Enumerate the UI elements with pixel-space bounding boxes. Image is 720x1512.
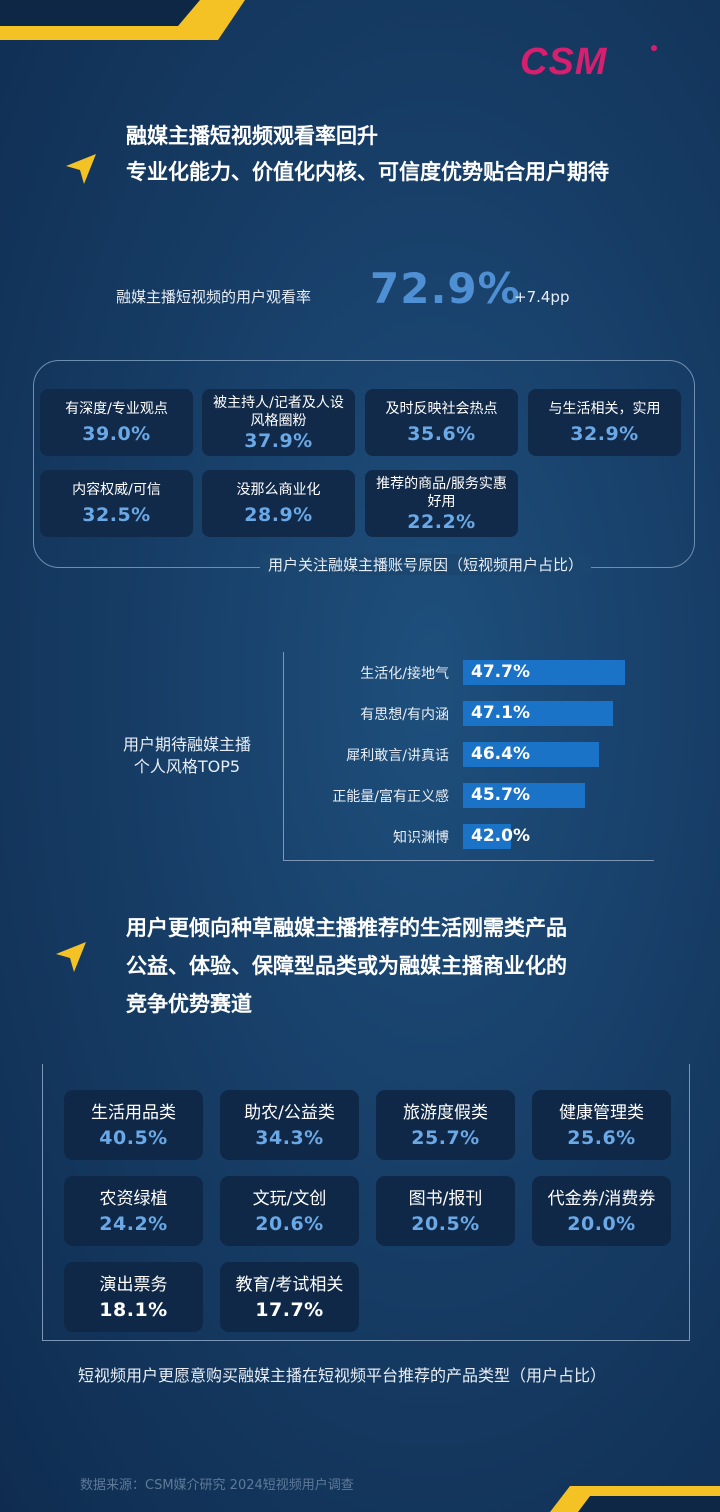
section1-heading: 融媒主播短视频观看率回升 专业化能力、价值化内核、可信度优势贴合用户期待 — [126, 120, 609, 188]
bar-category-label: 知识渊博 — [393, 830, 449, 846]
product-type-label: 演出票务 — [99, 1275, 168, 1295]
follow-reason-tile: 没那么商业化 28.9% — [202, 470, 355, 537]
follow-reason-tile: 推荐的商品/服务实惠好用 22.2% — [365, 470, 518, 537]
follow-reason-label: 被主持人/记者及人设风格圈粉 — [213, 395, 344, 429]
follow-reason-value: 37.9% — [244, 430, 313, 452]
viewing-rate-label: 融媒主播短视频的用户观看率 — [116, 288, 312, 306]
follow-reason-label: 没那么商业化 — [236, 482, 321, 498]
product-type-tile: 助农/公益类 34.3% — [220, 1090, 359, 1160]
product-type-tile: 健康管理类 25.6% — [532, 1090, 671, 1160]
product-type-tile: 农资绿植 24.2% — [64, 1176, 203, 1246]
bar-value-label: 42.0% — [471, 826, 530, 846]
follow-reason-label: 及时反映社会热点 — [385, 401, 498, 417]
bar-category-label: 有思想/有内涵 — [360, 707, 449, 723]
viewing-rate-value: 72.9% — [370, 264, 521, 313]
product-type-value: 20.6% — [255, 1213, 324, 1235]
data-source-note: 数据来源：CSM媒介研究 2024短视频用户调查 — [80, 1478, 354, 1493]
top-corner-stripes — [0, 0, 245, 40]
section1-heading-line1: 融媒主播短视频观看率回升 — [126, 124, 378, 148]
follow-reason-tile: 有深度/专业观点 39.0% — [40, 389, 193, 456]
section2-heading-line2: 公益、体验、保障型品类或为融媒主播商业化的 — [126, 954, 567, 978]
bar-value-label: 47.1% — [471, 703, 530, 723]
bar-category-label: 犀利敢言/讲真话 — [346, 748, 449, 764]
follow-reason-label: 推荐的商品/服务实惠好用 — [376, 476, 507, 510]
follow-reason-value: 28.9% — [244, 504, 313, 526]
product-type-label: 健康管理类 — [559, 1103, 644, 1123]
product-type-value: 25.6% — [567, 1127, 636, 1149]
product-types-caption: 短视频用户更愿意购买融媒主播在短视频平台推荐的产品类型（用户占比） — [78, 1366, 607, 1385]
follow-reason-tile: 及时反映社会热点 35.6% — [365, 389, 518, 456]
follow-reason-label: 与生活相关，实用 — [548, 401, 661, 417]
bar — [463, 660, 625, 685]
style-top5-label-line1: 用户期待融媒主播 — [122, 735, 251, 754]
product-type-value: 34.3% — [255, 1127, 324, 1149]
arrow-pointer-icon — [56, 942, 86, 972]
product-type-label: 旅游度假类 — [403, 1103, 488, 1123]
follow-reason-value: 22.2% — [407, 511, 476, 533]
follow-reason-value: 32.5% — [82, 504, 151, 526]
follow-reason-value: 32.9% — [570, 423, 639, 445]
style-top5-label-line2: 个人风格TOP5 — [133, 757, 241, 776]
follow-reason-label: 内容权威/可信 — [72, 482, 161, 498]
product-type-label: 生活用品类 — [91, 1103, 176, 1123]
csm-logo-text: CSM — [520, 41, 608, 83]
viewing-rate-delta: +7.4pp — [514, 288, 570, 306]
bar — [463, 824, 511, 849]
bar-value-label: 46.4% — [471, 744, 530, 764]
section2-heading: 用户更倾向种草融媒主播推荐的生活刚需类产品 公益、体验、保障型品类或为融媒主播商… — [126, 912, 567, 1020]
product-type-tile: 演出票务 18.1% — [64, 1262, 203, 1332]
bar-category-label: 生活化/接地气 — [360, 666, 449, 682]
bottom-corner-stripes — [550, 1486, 720, 1512]
bar-value-label: 47.7% — [471, 662, 530, 682]
section1-heading-line2: 专业化能力、价值化内核、可信度优势贴合用户期待 — [126, 160, 609, 184]
product-type-value: 20.0% — [567, 1213, 636, 1235]
bar — [463, 742, 599, 767]
follow-reason-tile: 内容权威/可信 32.5% — [40, 470, 193, 537]
style-top5-label: 用户期待融媒主播 个人风格TOP5 — [92, 734, 282, 778]
bar-value-label: 45.7% — [471, 785, 530, 805]
product-type-label: 教育/考试相关 — [235, 1275, 344, 1295]
product-type-label: 图书/报刊 — [408, 1189, 483, 1209]
product-type-value: 20.5% — [411, 1213, 480, 1235]
product-type-value: 17.7% — [255, 1299, 324, 1321]
section2-heading-line1: 用户更倾向种草融媒主播推荐的生活刚需类产品 — [126, 916, 567, 940]
product-type-tile: 图书/报刊 20.5% — [376, 1176, 515, 1246]
product-type-label: 助农/公益类 — [244, 1103, 335, 1123]
product-type-tile: 生活用品类 40.5% — [64, 1090, 203, 1160]
bar-category-label: 正能量/富有正义感 — [332, 789, 449, 805]
product-type-label: 代金券/消费券 — [547, 1189, 656, 1209]
follow-reasons-caption: 用户关注融媒主播账号原因（短视频用户占比） — [260, 554, 592, 575]
section2-heading-line3: 竞争优势赛道 — [126, 992, 252, 1016]
product-type-value: 18.1% — [99, 1299, 168, 1321]
style-bar-chart-frame — [283, 652, 654, 861]
bar — [463, 701, 613, 726]
follow-reason-tile: 与生活相关，实用 32.9% — [528, 389, 681, 456]
product-type-tile: 文玩/文创 20.6% — [220, 1176, 359, 1246]
csm-logo: CSM — [520, 40, 660, 84]
follow-reason-tile: 被主持人/记者及人设风格圈粉 37.9% — [202, 389, 355, 456]
product-type-tile: 教育/考试相关 17.7% — [220, 1262, 359, 1332]
product-type-value: 24.2% — [99, 1213, 168, 1235]
product-types-frame — [42, 1064, 690, 1341]
follow-reason-value: 35.6% — [407, 423, 476, 445]
product-type-tile: 代金券/消费券 20.0% — [532, 1176, 671, 1246]
product-type-value: 40.5% — [99, 1127, 168, 1149]
follow-reason-value: 39.0% — [82, 423, 151, 445]
product-type-label: 文玩/文创 — [252, 1189, 327, 1209]
follow-reason-label: 有深度/专业观点 — [65, 401, 168, 417]
product-type-tile: 旅游度假类 25.7% — [376, 1090, 515, 1160]
product-type-value: 25.7% — [411, 1127, 480, 1149]
product-type-label: 农资绿植 — [99, 1189, 168, 1209]
arrow-pointer-icon — [66, 154, 96, 184]
bar — [463, 783, 585, 808]
